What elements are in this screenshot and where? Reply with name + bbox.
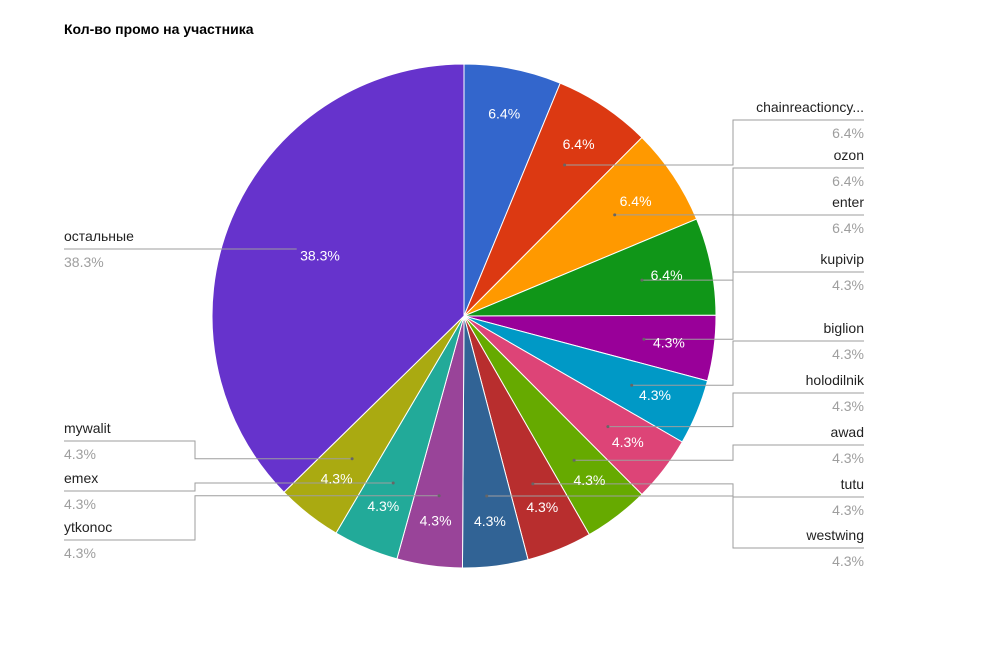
legend-label-awad: awad — [831, 424, 864, 440]
slice-value-label: 4.3% — [653, 335, 685, 351]
leader-dot — [391, 481, 395, 485]
pie-slices — [211, 63, 717, 569]
leader-dot — [531, 482, 535, 486]
legend-label-mywalit: mywalit — [64, 420, 111, 436]
legend-percent-chainreactioncy: 6.4% — [832, 125, 864, 141]
leader-line — [643, 271, 864, 340]
legend-percent-tutu: 4.3% — [832, 502, 864, 518]
leader-line — [564, 119, 864, 166]
legend-label-ozon: ozon — [834, 147, 864, 163]
legend-label-ytkonoc: ytkonoc — [64, 519, 112, 535]
leader-dot — [437, 494, 441, 498]
slice-value-label: 6.4% — [620, 193, 652, 209]
legend-percent-mywalit: 4.3% — [64, 446, 96, 462]
legend-percent-enter: 6.4% — [832, 220, 864, 236]
slice-labels: 6.4% 6.4% 6.4% 6.4% 4.3% 4.3% 4.3% 4.3% 4.3% 4.3%… — [300, 105, 685, 529]
legend-percent-biglion: 4.3% — [832, 346, 864, 362]
legend-label-biglion: biglion — [824, 320, 864, 336]
legend-label-emex: emex — [64, 470, 98, 486]
legend-label-slice-13: остальные — [64, 228, 134, 244]
legend-percent-westwing: 4.3% — [832, 553, 864, 569]
leader-line — [614, 167, 864, 216]
leader-dot — [572, 458, 576, 462]
leader-dot — [642, 337, 646, 341]
leader-line — [486, 495, 864, 549]
legend-percent-ozon: 6.4% — [832, 173, 864, 189]
pie-slice-slice-13[interactable] — [211, 63, 465, 493]
slice-value-label: 6.4% — [651, 267, 683, 283]
leader-line — [574, 444, 864, 461]
slice-value-label: 4.3% — [367, 498, 399, 514]
slice-value-label: 6.4% — [563, 136, 595, 152]
leader-dot — [606, 425, 610, 429]
leader-dot — [485, 494, 489, 498]
slice-value-label: 38.3% — [300, 247, 340, 263]
slice-value-label: 4.3% — [639, 387, 671, 403]
legend-percent-emex: 4.3% — [64, 496, 96, 512]
leader-dot — [563, 163, 567, 167]
leader-line — [631, 340, 864, 386]
slice-value-label: 4.3% — [612, 434, 644, 450]
leader-lines — [64, 119, 864, 549]
legend-percent-kupivip: 4.3% — [832, 277, 864, 293]
legend-label-chainreactioncy: chainreactioncy... — [756, 99, 864, 115]
legend-label-westwing: westwing — [805, 527, 864, 543]
legend-percent-holodilnik: 4.3% — [832, 398, 864, 414]
leader-line — [607, 392, 864, 428]
leader-line — [641, 214, 864, 281]
legend-label-tutu: tutu — [841, 476, 864, 492]
legend-label-kupivip: kupivip — [820, 251, 864, 267]
leader-line — [64, 440, 353, 460]
slice-value-label: 4.3% — [573, 472, 605, 488]
leader-line — [532, 483, 864, 498]
leader-dot — [630, 383, 634, 387]
legend-label-enter: enter — [832, 194, 864, 210]
slice-value-label: 6.4% — [488, 105, 520, 121]
slice-value-label: 4.3% — [526, 499, 558, 515]
legend-percent-ytkonoc: 4.3% — [64, 545, 96, 561]
legend: chainreactioncy... 6.4% ozon 6.4% enter 6.4% k… — [64, 99, 865, 569]
chart-title: Кол-во промо на участника — [64, 21, 254, 37]
slice-value-label: 4.3% — [321, 471, 353, 487]
slice-value-label: 4.3% — [474, 513, 506, 529]
legend-percent-awad: 4.3% — [832, 450, 864, 466]
leader-line — [64, 495, 440, 541]
leader-dot — [640, 278, 644, 282]
slice-value-label: 4.3% — [420, 513, 452, 529]
leader-dot — [350, 457, 354, 461]
leader-line — [64, 482, 394, 492]
leader-dot — [613, 213, 617, 217]
legend-label-holodilnik: holodilnik — [806, 372, 865, 388]
legend-percent-slice-13: 38.3% — [64, 254, 104, 270]
